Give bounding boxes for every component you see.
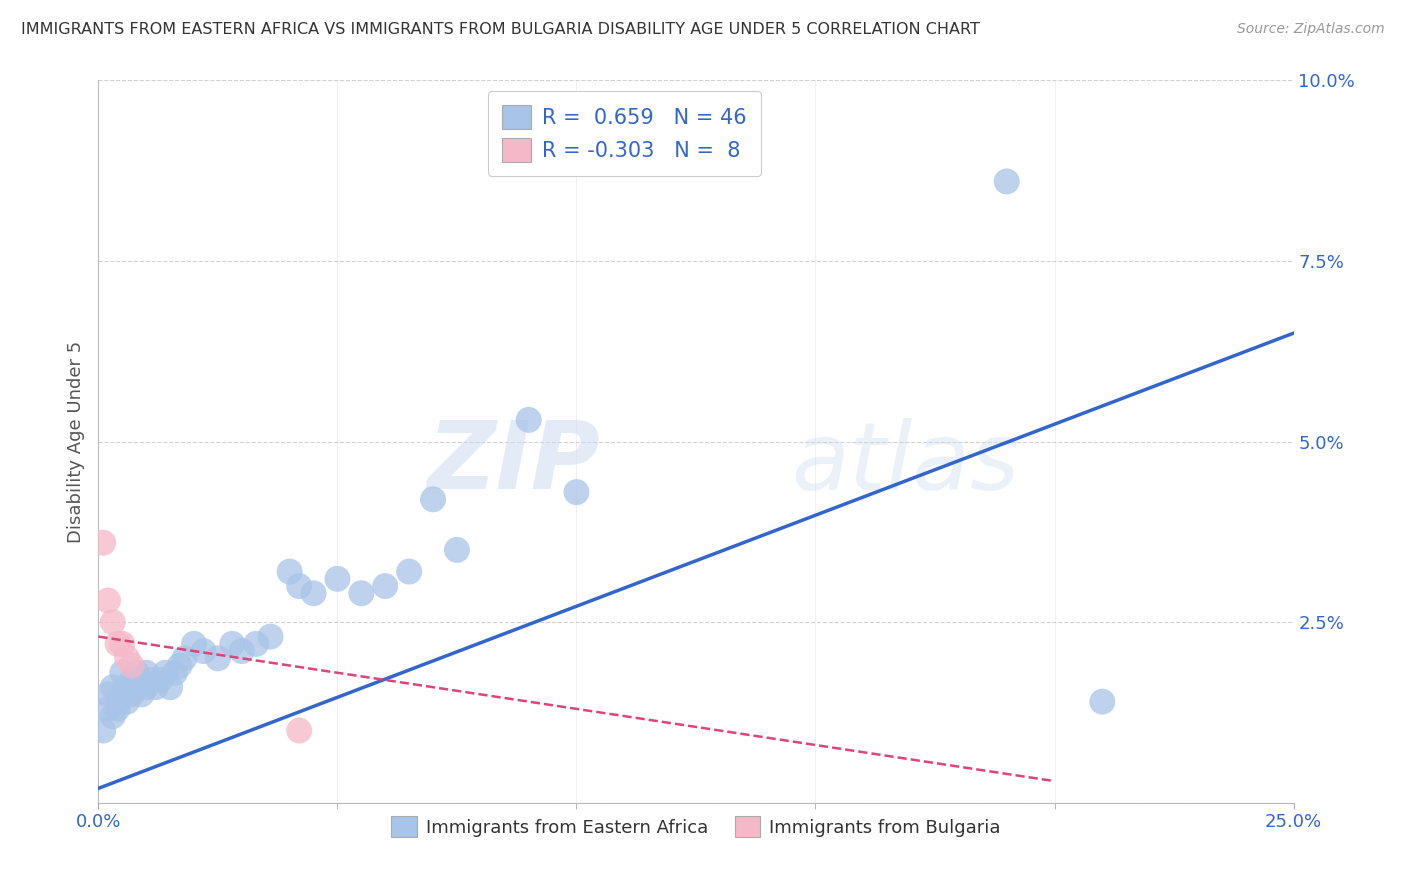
- Point: [169, 658, 191, 673]
- Point: [115, 695, 138, 709]
- Point: [145, 680, 167, 694]
- Point: [231, 644, 253, 658]
- Point: [159, 680, 181, 694]
- Point: [565, 485, 588, 500]
- Point: [97, 593, 120, 607]
- Text: ZIP: ZIP: [427, 417, 600, 509]
- Text: Source: ZipAtlas.com: Source: ZipAtlas.com: [1237, 22, 1385, 37]
- Point: [422, 492, 444, 507]
- Text: atlas: atlas: [792, 417, 1019, 508]
- Point: [125, 680, 148, 694]
- Point: [111, 665, 134, 680]
- Point: [111, 637, 134, 651]
- Point: [517, 413, 540, 427]
- Point: [326, 572, 349, 586]
- Point: [121, 673, 143, 687]
- Point: [101, 615, 124, 630]
- Point: [107, 702, 129, 716]
- Point: [149, 673, 172, 687]
- Point: [278, 565, 301, 579]
- Point: [173, 651, 195, 665]
- Y-axis label: Disability Age Under 5: Disability Age Under 5: [66, 341, 84, 542]
- Point: [97, 702, 120, 716]
- Point: [374, 579, 396, 593]
- Point: [446, 542, 468, 557]
- Point: [163, 665, 186, 680]
- Point: [101, 680, 124, 694]
- Point: [101, 709, 124, 723]
- Point: [288, 723, 311, 738]
- Point: [398, 565, 420, 579]
- Point: [245, 637, 267, 651]
- Point: [111, 687, 134, 701]
- Point: [221, 637, 243, 651]
- Point: [302, 586, 325, 600]
- Point: [259, 630, 281, 644]
- Point: [135, 665, 157, 680]
- Point: [115, 680, 138, 694]
- Point: [107, 637, 129, 651]
- Point: [107, 695, 129, 709]
- Point: [131, 687, 153, 701]
- Point: [91, 535, 114, 549]
- Point: [183, 637, 205, 651]
- Point: [121, 658, 143, 673]
- Point: [139, 673, 162, 687]
- Point: [995, 174, 1018, 188]
- Point: [1091, 695, 1114, 709]
- Point: [97, 687, 120, 701]
- Legend: Immigrants from Eastern Africa, Immigrants from Bulgaria: Immigrants from Eastern Africa, Immigran…: [384, 809, 1008, 845]
- Text: IMMIGRANTS FROM EASTERN AFRICA VS IMMIGRANTS FROM BULGARIA DISABILITY AGE UNDER : IMMIGRANTS FROM EASTERN AFRICA VS IMMIGR…: [21, 22, 980, 37]
- Point: [135, 680, 157, 694]
- Point: [350, 586, 373, 600]
- Point: [155, 665, 177, 680]
- Point: [288, 579, 311, 593]
- Point: [121, 687, 143, 701]
- Point: [193, 644, 215, 658]
- Point: [125, 665, 148, 680]
- Point: [115, 651, 138, 665]
- Point: [207, 651, 229, 665]
- Point: [91, 723, 114, 738]
